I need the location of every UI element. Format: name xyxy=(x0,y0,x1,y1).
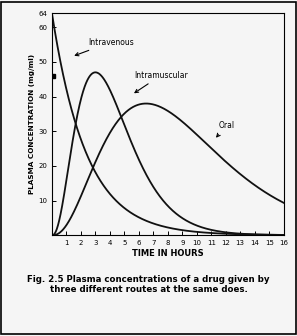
Text: Intravenous: Intravenous xyxy=(75,38,134,56)
X-axis label: TIME IN HOURS: TIME IN HOURS xyxy=(132,249,204,258)
Y-axis label: PLASMA CONCENTRATION (mg/ml): PLASMA CONCENTRATION (mg/ml) xyxy=(29,54,35,195)
Text: Fig. 2.5 Plasma concentrations of a drug given by
three different routes at the : Fig. 2.5 Plasma concentrations of a drug… xyxy=(27,275,270,294)
Text: Intramuscular: Intramuscular xyxy=(135,71,188,93)
Text: Oral: Oral xyxy=(217,121,235,137)
